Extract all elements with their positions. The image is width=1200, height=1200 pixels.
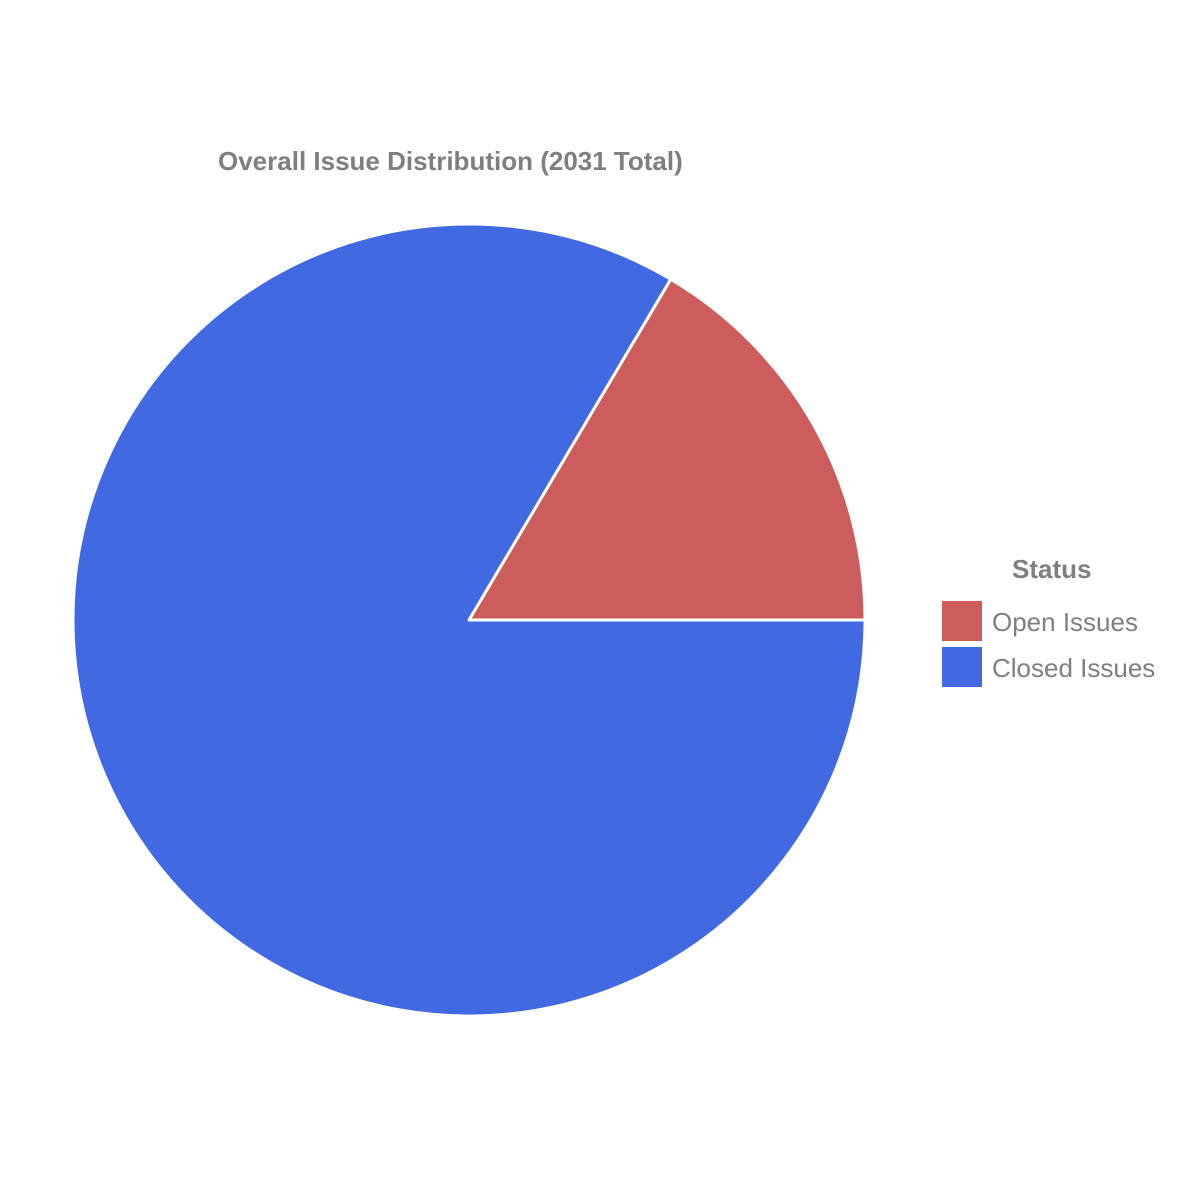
- legend-label-closed-issues: Closed Issues: [992, 653, 1155, 683]
- legend-swatch-open-issues: [942, 601, 982, 641]
- legend-swatch-closed-issues: [942, 647, 982, 687]
- pie-slice-open-issues: [467, 277, 867, 622]
- pie-slices: [71, 222, 867, 1018]
- legend: Status Open Issues Closed Issues: [942, 554, 1155, 687]
- legend-label-open-issues: Open Issues: [992, 607, 1138, 637]
- pie-slice-closed-issues: [71, 222, 867, 1018]
- legend-title: Status: [1012, 554, 1091, 584]
- chart-title: Overall Issue Distribution (2031 Total): [218, 146, 683, 176]
